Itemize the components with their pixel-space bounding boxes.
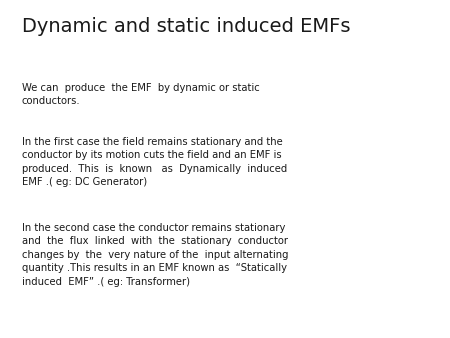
Text: In the second case the conductor remains stationary
and  the  flux  linked  with: In the second case the conductor remains… [22,223,288,287]
Text: Dynamic and static induced EMFs: Dynamic and static induced EMFs [22,17,350,36]
Text: We can  produce  the EMF  by dynamic or static
conductors.: We can produce the EMF by dynamic or sta… [22,83,259,106]
Text: In the first case the field remains stationary and the
conductor by its motion c: In the first case the field remains stat… [22,137,287,187]
